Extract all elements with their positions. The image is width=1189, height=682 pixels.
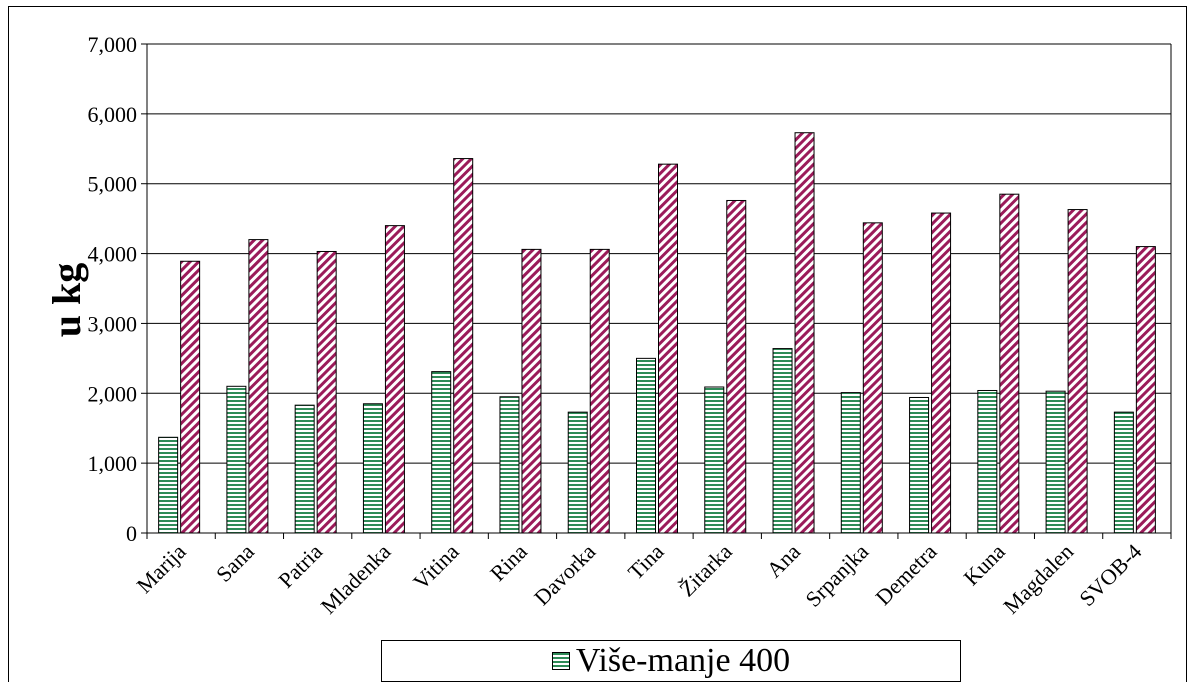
x-category-label: Žitarka <box>674 539 737 602</box>
x-category-label: Ana <box>761 539 805 583</box>
bar-series-maroon <box>658 163 678 534</box>
bar-series-maroon <box>1135 246 1156 534</box>
bar-series-maroon <box>453 158 474 534</box>
legend-label: Više-manje 400 <box>575 642 791 679</box>
bar-series-green <box>431 371 452 534</box>
x-category-label: Marija <box>132 539 191 598</box>
x-category-label: SVOB-4 <box>1074 539 1146 611</box>
bar-series-maroon <box>931 212 952 534</box>
x-category-label: Mladenka <box>316 539 396 619</box>
y-axis-title: u kg <box>44 263 89 338</box>
bar-series-maroon <box>521 248 542 534</box>
y-tick-label: 0 <box>126 521 137 546</box>
x-category-label: Vitina <box>408 539 464 595</box>
bar-series-maroon <box>999 193 1020 534</box>
x-category-label: Sana <box>211 539 259 587</box>
y-tick-label: 3,000 <box>88 311 138 336</box>
bar-series-green <box>499 396 520 534</box>
x-category-label: Rina <box>485 539 532 586</box>
y-tick-label: 5,000 <box>88 172 138 197</box>
bar-series-green <box>1113 411 1134 534</box>
bar-series-maroon <box>316 250 337 534</box>
bar-series-maroon <box>794 132 815 534</box>
bar-series-maroon <box>726 199 747 534</box>
bar-series-maroon <box>589 248 610 534</box>
bar-series-maroon <box>248 239 269 534</box>
bar-series-green <box>909 396 930 534</box>
x-category-label: Srpanjka <box>800 539 873 612</box>
x-category-label: Magdalen <box>998 539 1078 619</box>
bar-series-green <box>704 386 725 534</box>
x-category-label: Tina <box>623 539 669 585</box>
legend-swatch-green <box>551 652 570 670</box>
bar-series-green <box>840 392 861 534</box>
bar-series-green <box>362 403 383 534</box>
legend: Više-manje 400 <box>381 640 961 682</box>
bar-series-green <box>636 357 656 534</box>
axes <box>141 43 1172 539</box>
x-category-label: Davorka <box>529 539 600 610</box>
bar-series-green <box>294 404 315 534</box>
y-tick-label: 6,000 <box>88 102 138 127</box>
y-tick-label: 7,000 <box>88 32 138 57</box>
chart-frame <box>8 6 1187 682</box>
y-tick-label: 1,000 <box>88 451 138 476</box>
x-category-label: Patria <box>273 539 327 593</box>
y-tick-label: 2,000 <box>88 381 138 406</box>
bar-series-maroon <box>1067 209 1088 534</box>
x-category-label: Kuna <box>958 539 1010 591</box>
y-tick-label: 4,000 <box>88 242 138 267</box>
bar-series-green <box>1045 390 1066 534</box>
bar-series-green <box>772 348 793 534</box>
bar-series-maroon <box>180 260 201 534</box>
bar-series-green <box>977 389 998 534</box>
x-category-label: Demetra <box>870 539 941 610</box>
bar-series-green <box>158 436 179 534</box>
bar-series-maroon <box>384 225 405 534</box>
bar-series-maroon <box>862 222 883 534</box>
bar-series-green <box>226 385 247 534</box>
bar-series-green <box>567 411 588 534</box>
bars <box>158 132 1156 534</box>
